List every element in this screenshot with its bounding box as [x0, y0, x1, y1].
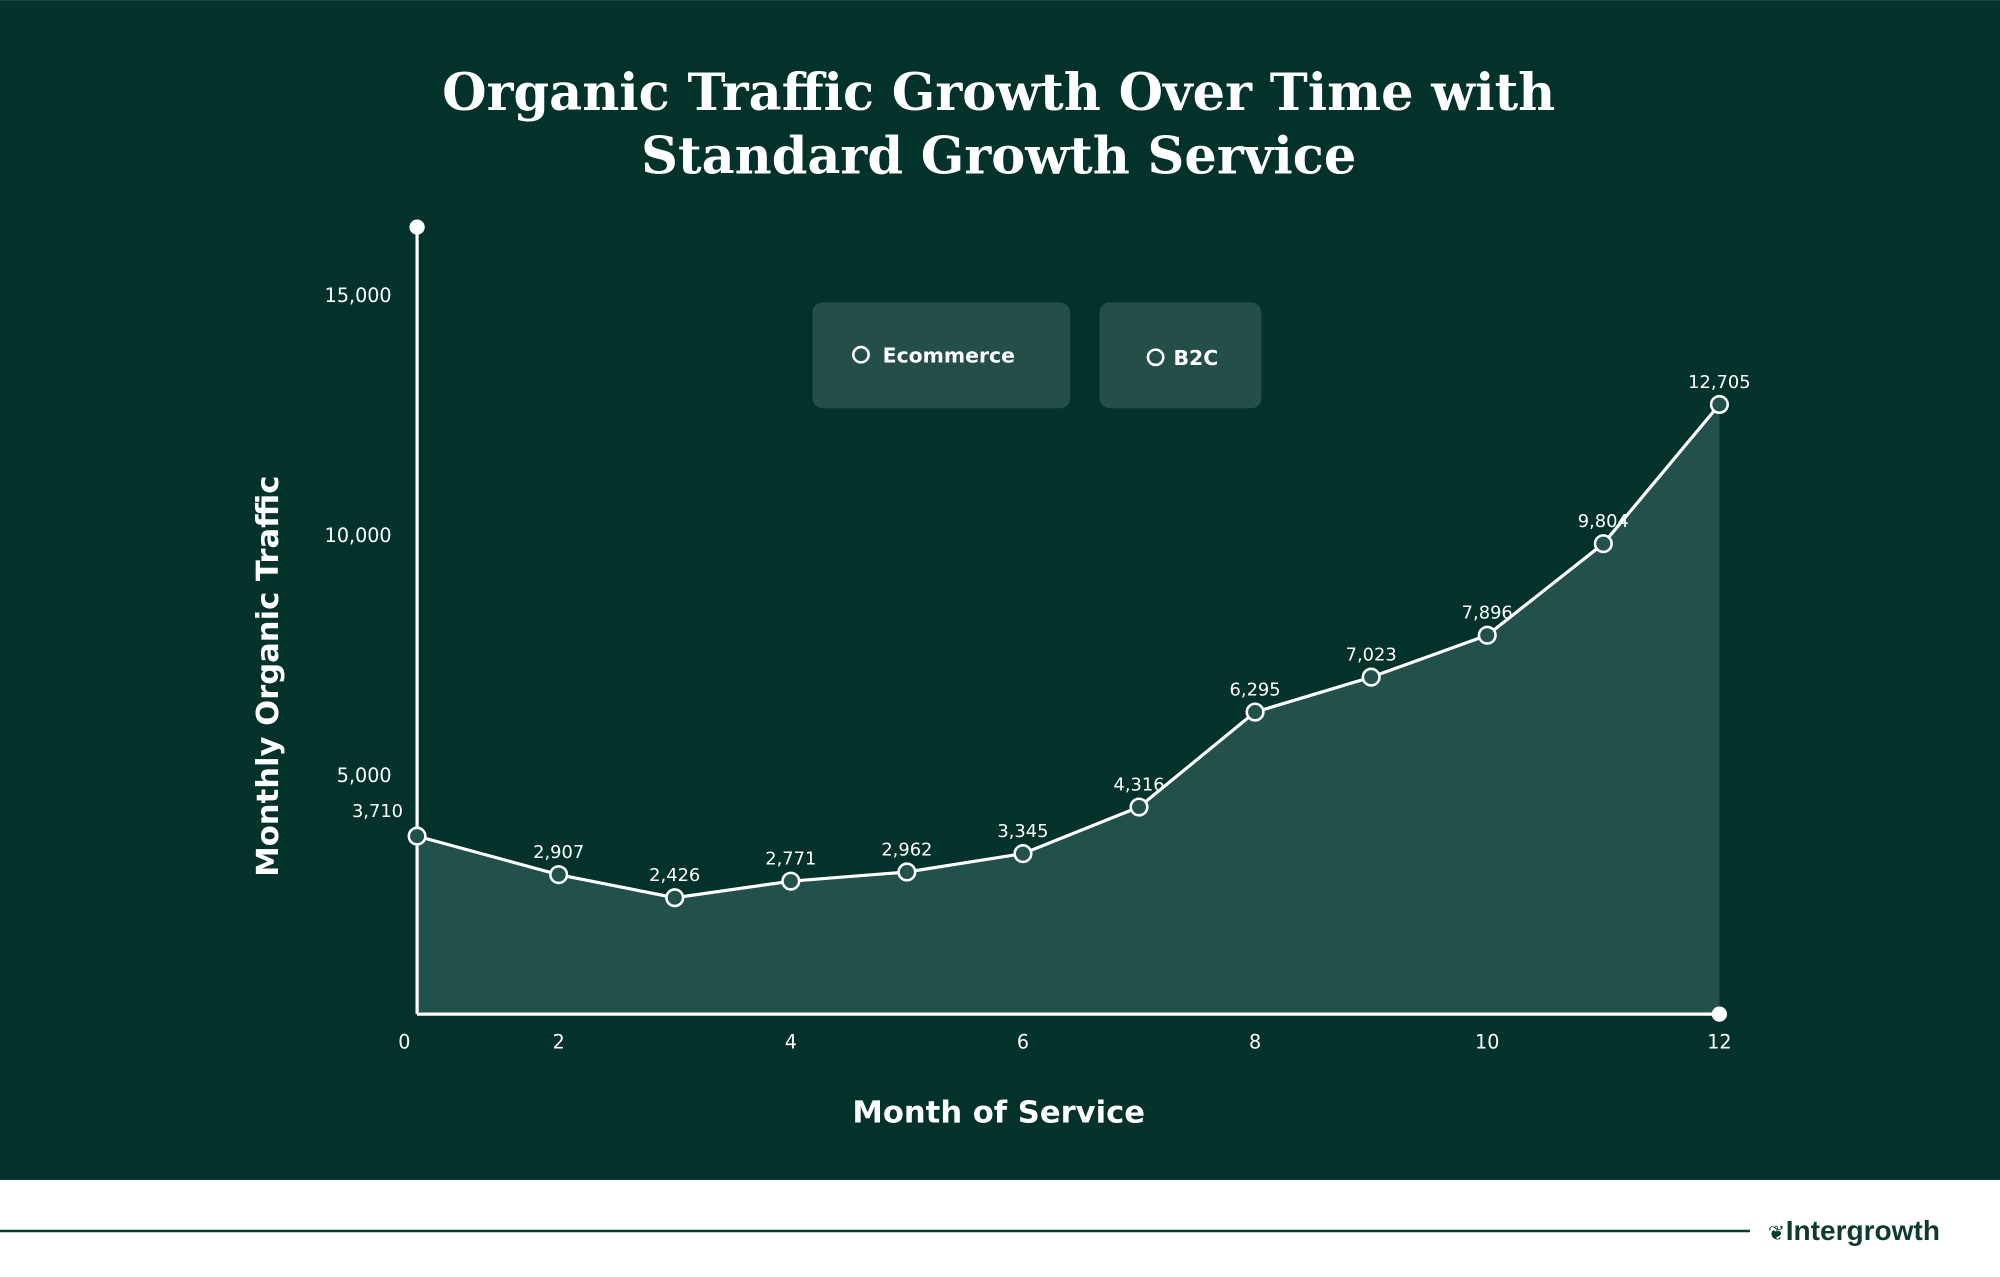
legend-box-ecommerce[interactable] — [812, 302, 1071, 409]
data-point — [1593, 534, 1613, 554]
x-tick-label: 6 — [1017, 1031, 1029, 1054]
data-point — [1245, 702, 1265, 722]
data-point — [1129, 797, 1149, 817]
area-fill — [417, 404, 1720, 1015]
plot-area: 3,710 2,907 2,426 2,771 2,962 3,345 4,316 6,295… — [325, 219, 1751, 1054]
data-label: 3,345 — [997, 821, 1048, 842]
data-label: 6,295 — [1230, 679, 1281, 700]
y-tick-label: 15,000 — [325, 284, 392, 307]
legend-label-ecommerce: Ecommerce — [883, 343, 1015, 367]
data-point — [1361, 667, 1381, 687]
brand-name: Intergrowth — [1786, 1215, 1940, 1246]
footer-background — [0, 1179, 2000, 1277]
data-point — [897, 862, 917, 882]
data-point — [549, 865, 569, 885]
x-tick-label: 2 — [553, 1031, 565, 1054]
y-tick-label: 5,000 — [337, 764, 392, 787]
legend-label-b2c: B2C — [1173, 346, 1218, 370]
legend-marker-b2c — [1146, 348, 1165, 367]
legend: Ecommerce B2C — [812, 302, 1262, 409]
brand-leaf-icon: ❦ — [1768, 1221, 1785, 1245]
data-label: 2,426 — [649, 865, 700, 886]
x-axis-label: Month of Service — [852, 1096, 1145, 1131]
x-axis-end-dot — [1711, 1006, 1728, 1022]
data-label: 7,896 — [1462, 603, 1513, 624]
data-label: 2,962 — [881, 839, 932, 860]
y-axis-label: Monthly Organic Traffic — [251, 476, 286, 877]
legend-marker-ecommerce — [852, 345, 870, 364]
data-point — [1709, 394, 1729, 415]
data-label: 2,907 — [533, 842, 584, 863]
x-tick-label: 10 — [1475, 1031, 1499, 1054]
data-label: 2,771 — [765, 849, 816, 870]
data-point — [665, 888, 685, 908]
y-axis-end-dot — [409, 219, 425, 235]
data-label: 9,804 — [1578, 511, 1629, 532]
data-point — [781, 871, 801, 891]
data-label: 3,710 — [352, 801, 403, 822]
x-tick-label: 12 — [1707, 1031, 1731, 1054]
data-point — [1013, 844, 1033, 864]
y-tick-label: 10,000 — [325, 524, 392, 547]
data-point — [407, 826, 427, 846]
brand-logo: ❦ Intergrowth — [1768, 1215, 1940, 1246]
data-point — [1477, 625, 1497, 645]
x-tick-label: 0 — [398, 1031, 410, 1054]
legend-box-b2c[interactable] — [1099, 302, 1262, 409]
data-label: 12,705 — [1688, 372, 1750, 393]
data-label: 7,023 — [1346, 645, 1397, 666]
series-line — [416, 403, 1721, 900]
x-tick-label: 4 — [785, 1031, 797, 1054]
chart-title-line-2: Standard Growth Service — [641, 127, 1356, 187]
x-tick-label: 8 — [1249, 1031, 1261, 1054]
chart-title-line-1: Organic Traffic Growth Over Time with — [442, 63, 1555, 123]
data-label: 4,316 — [1113, 774, 1164, 795]
